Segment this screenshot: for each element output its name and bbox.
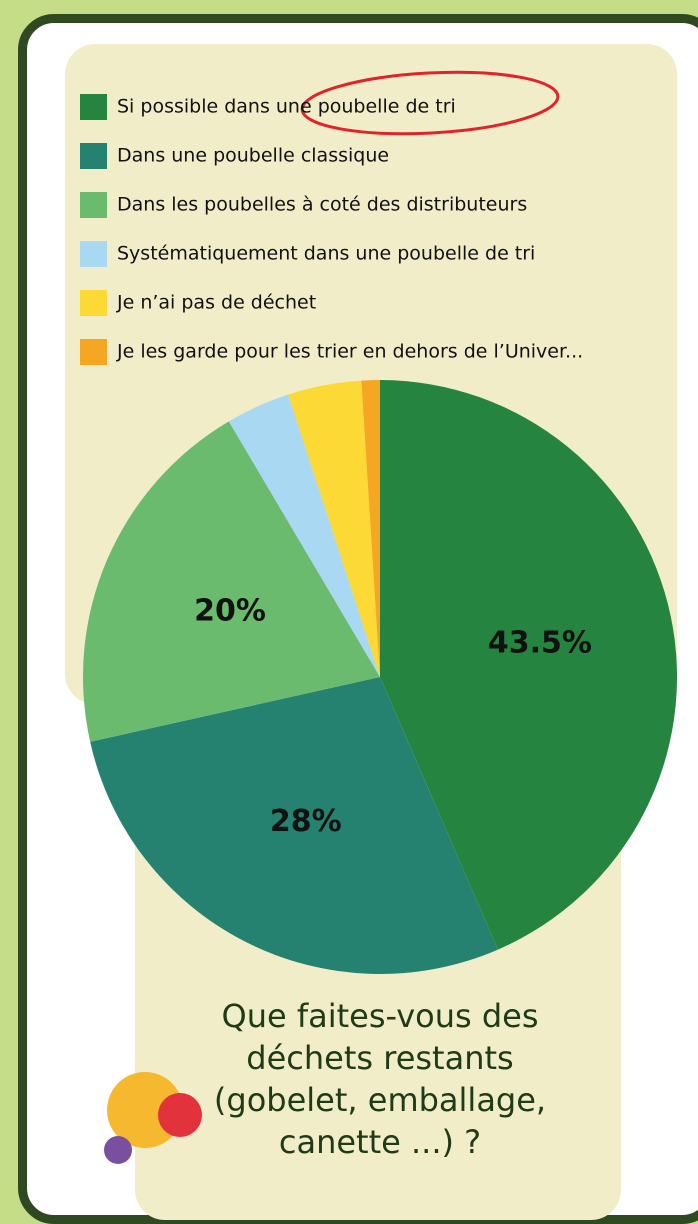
- pie-slice: [228, 394, 380, 677]
- pie-slice: [288, 380, 380, 677]
- legend-label: Dans une poubelle classique: [117, 145, 389, 167]
- legend-swatch: [80, 192, 107, 218]
- pie-slice: [90, 677, 498, 974]
- pie-slice: [380, 380, 677, 950]
- pie-slice: [361, 380, 380, 677]
- legend-swatch: [80, 143, 107, 169]
- chart-title: Que faites-vous des déchets restants (go…: [213, 997, 547, 1161]
- legend-label: Si possible dans une poubelle de tri: [117, 96, 456, 118]
- legend-label: Dans les poubelles à coté des distribute…: [117, 194, 527, 216]
- legend-label: Systématiquement dans une poubelle de tr…: [117, 243, 535, 265]
- highlight-circle: [300, 70, 560, 136]
- legend-swatch: [80, 241, 107, 267]
- legend-swatch: [80, 94, 107, 120]
- legend-swatch: [80, 290, 107, 316]
- legend-swatch: [80, 339, 107, 365]
- legend-label: Je les garde pour les trier en dehors de…: [116, 341, 583, 363]
- pie-slice: [83, 421, 380, 742]
- value-label: 28%: [270, 804, 342, 839]
- question-icon: [104, 1072, 202, 1164]
- value-label: 43.5%: [488, 625, 592, 660]
- value-label: 20%: [194, 594, 266, 629]
- legend-label: Je n’ai pas de déchet: [116, 292, 316, 314]
